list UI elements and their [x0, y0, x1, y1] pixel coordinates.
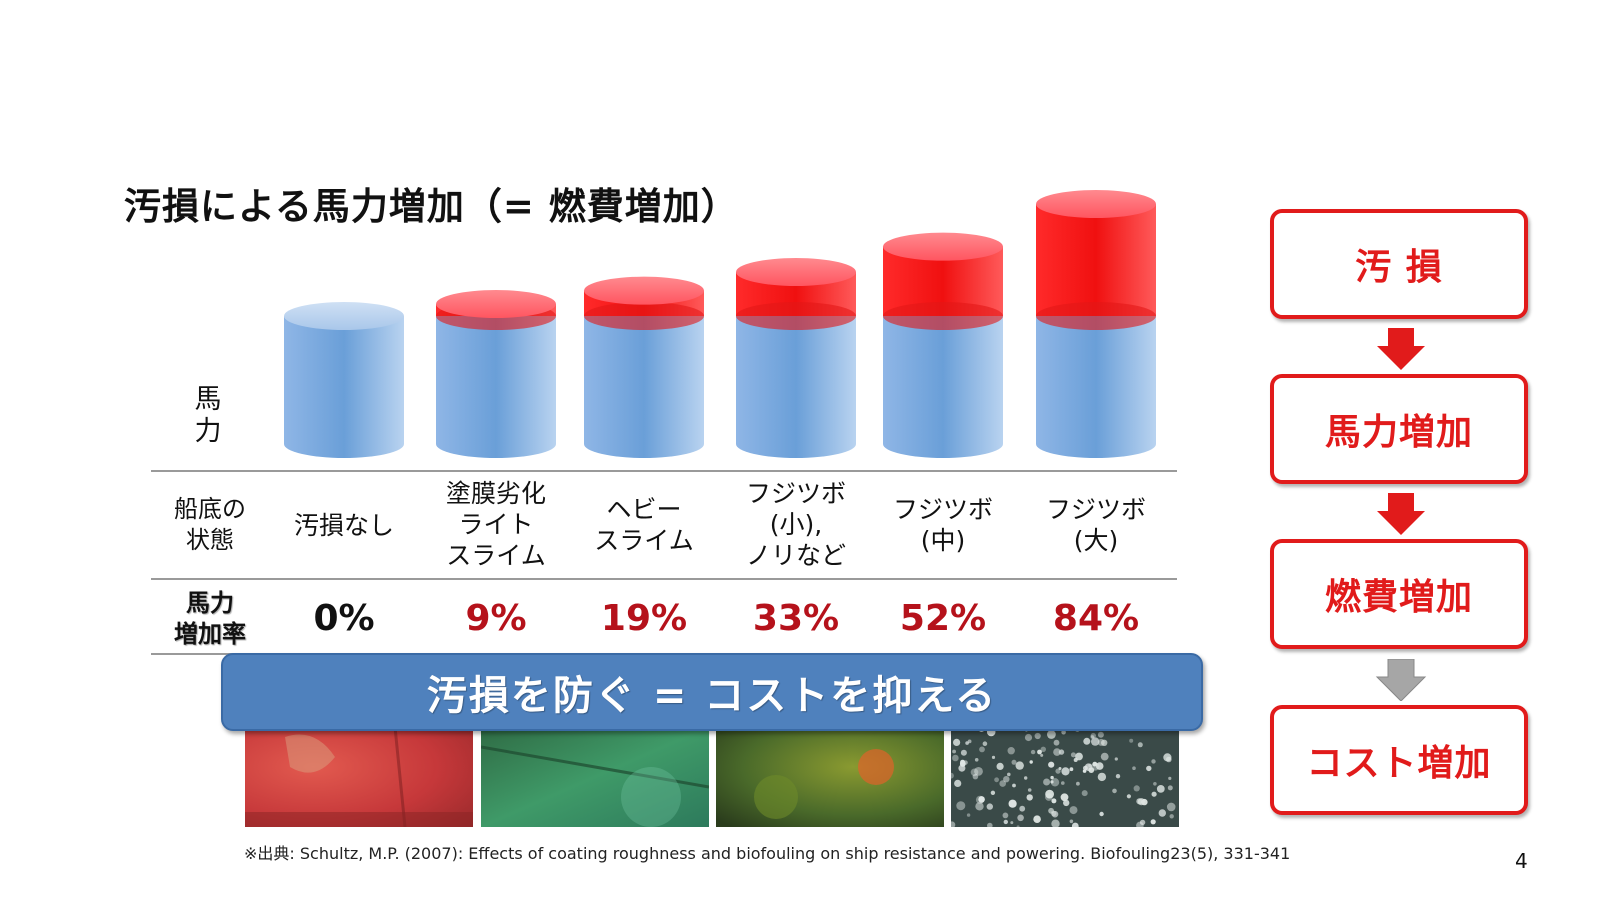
cylinder-increase-body [1036, 204, 1156, 316]
rate-cell: 33% [752, 598, 840, 639]
table-mid-rule [151, 578, 1177, 580]
rate-cell: 9% [465, 598, 527, 639]
condition-cell: フジツボ (大) [1045, 495, 1146, 555]
cylinder-base-body [584, 316, 704, 444]
cylinder-base-bottom [1036, 430, 1156, 458]
flow-box-fuel: 燃費増加 [1270, 539, 1528, 649]
red-hull-photo [245, 727, 473, 827]
flow-box-fouling: 汚 損 [1270, 209, 1528, 319]
cylinder-seam [883, 302, 1003, 330]
green-slime-photo [481, 727, 709, 827]
flow-arrow-down-icon [1377, 493, 1425, 535]
row-label-rate: 馬力 増加率 [174, 589, 246, 648]
cylinder-base-bottom [736, 430, 856, 458]
flow-box-horsepower: 馬力増加 [1270, 374, 1528, 484]
cylinder-seam [584, 302, 704, 330]
cylinder-base-bottom [284, 430, 404, 458]
cylinder-base-body [1036, 316, 1156, 444]
y-axis-label: 馬 力 [188, 384, 228, 448]
rate-cell: 19% [600, 598, 688, 639]
cylinder-base-bottom [883, 430, 1003, 458]
cylinder-increase-top [1036, 190, 1156, 218]
condition-cell: 塗膜劣化 ライト スライム [445, 479, 546, 570]
cylinder-increase-top [736, 258, 856, 286]
cylinder-base-body [436, 316, 556, 444]
cylinder-base-body [284, 316, 404, 444]
barnacles-photo [951, 727, 1179, 827]
cylinder-seam [736, 302, 856, 330]
flow-box-cost: コスト増加 [1270, 705, 1528, 815]
flow-arrow-down-icon [1375, 659, 1427, 701]
cost-banner: 汚損を防ぐ = コストを抑える [221, 653, 1203, 731]
rate-cell: 52% [899, 598, 987, 639]
flow-arrow-down-icon [1377, 328, 1425, 370]
page-number: 4 [1515, 849, 1528, 873]
row-label-condition: 船底の 状態 [174, 495, 246, 554]
cylinder-increase-top [584, 276, 704, 305]
table-top-rule [151, 470, 1177, 472]
cylinder-base-body [736, 316, 856, 444]
condition-cell: フジツボ (中) [892, 495, 993, 555]
cylinder-seam [1036, 302, 1156, 330]
cylinder-base-top [284, 302, 404, 330]
rate-cell: 84% [1052, 598, 1140, 639]
citation: ※出典: Schultz, M.P. (2007): Effects of co… [244, 844, 1291, 863]
rate-cell: 0% [313, 598, 375, 639]
condition-cell: 汚損なし [293, 511, 394, 540]
cylinder-base-body [883, 316, 1003, 444]
cylinder-increase-top [436, 290, 556, 318]
page-title: 汚損による馬力増加（= 燃費増加） [124, 185, 739, 228]
green-fouling-photo [716, 727, 944, 827]
cylinder-increase-top [883, 232, 1003, 261]
cylinder-base-bottom [436, 430, 556, 458]
cylinder-base-bottom [584, 430, 704, 458]
condition-cell: ヘビー スライム [594, 495, 694, 555]
y-axis-label-text: 馬 力 [194, 384, 222, 447]
condition-cell: フジツボ (小), ノリなど [745, 479, 846, 570]
